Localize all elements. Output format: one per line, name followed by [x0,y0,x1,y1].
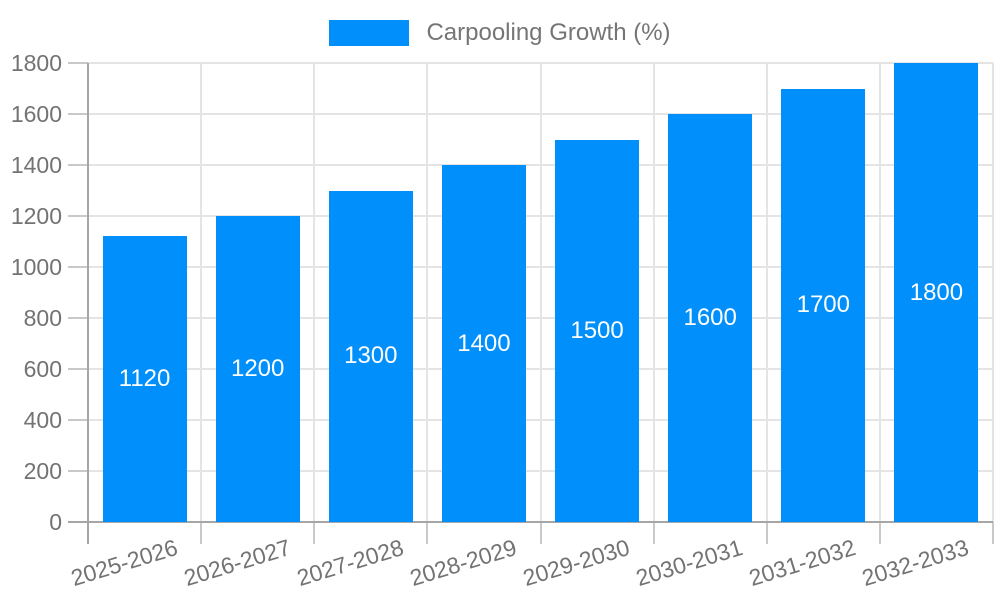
y-axis-line [87,63,89,544]
x-axis-tick [878,522,881,544]
x-axis-tick [992,522,994,544]
v-gridline [878,63,881,522]
v-gridline [200,63,203,522]
y-axis-label: 1600 [10,101,62,127]
bar-2027-2028[interactable] [328,190,413,522]
x-axis-line [68,521,993,523]
y-axis-label: 1000 [10,254,62,280]
y-axis-tick [68,266,88,268]
bar-value-label: 1300 [344,342,398,370]
y-axis-label: 1800 [10,50,62,76]
y-axis-label: 200 [23,458,62,484]
v-gridline [765,63,768,522]
y-axis-tick [68,215,88,217]
bar-2025-2026[interactable] [102,236,187,522]
bar-value-label: 1120 [118,365,171,393]
bar-2032-2033[interactable] [894,63,979,522]
bar-value-label: 1800 [909,278,964,306]
bar-value-label: 1400 [457,329,511,357]
bar-2030-2031[interactable] [668,114,753,522]
bar-value-label: 1200 [230,355,285,382]
y-axis-label: 1200 [10,203,62,229]
y-axis-tick [68,113,88,115]
v-gridline [313,63,316,522]
x-axis-tick [313,522,316,544]
v-gridline [652,63,655,522]
x-axis-tick [765,522,768,544]
v-gridline [539,63,542,522]
y-axis-tick [68,62,88,64]
y-axis-tick [68,470,88,472]
x-axis-tick [652,522,655,544]
bar-2028-2029[interactable] [441,165,526,522]
y-axis-label: 600 [23,356,62,382]
bar-value-label: 1600 [683,304,737,331]
y-axis-label: 400 [23,407,62,433]
x-axis-tick [426,522,429,544]
legend-item[interactable]: Carpooling Growth (%) [0,18,1000,48]
y-axis-label: 800 [23,305,62,331]
y-axis-tick [68,317,88,319]
v-gridline [426,63,429,522]
v-gridline [992,63,994,522]
bar-2029-2030[interactable] [555,139,640,522]
y-axis-tick [68,164,88,166]
legend-label: Carpooling Growth (%) [426,19,671,46]
bar-2031-2032[interactable] [781,88,866,522]
bar-value-label: 1700 [796,291,850,319]
legend-swatch-icon [329,20,410,46]
y-axis-label: 1400 [10,152,62,178]
y-axis-label: 0 [49,509,62,535]
x-axis-tick [200,522,203,544]
x-axis-tick [539,522,542,544]
y-axis-tick [68,419,88,421]
y-axis-tick [68,368,88,370]
bar-2026-2027[interactable] [215,216,300,522]
bar-value-label: 1500 [570,316,624,344]
